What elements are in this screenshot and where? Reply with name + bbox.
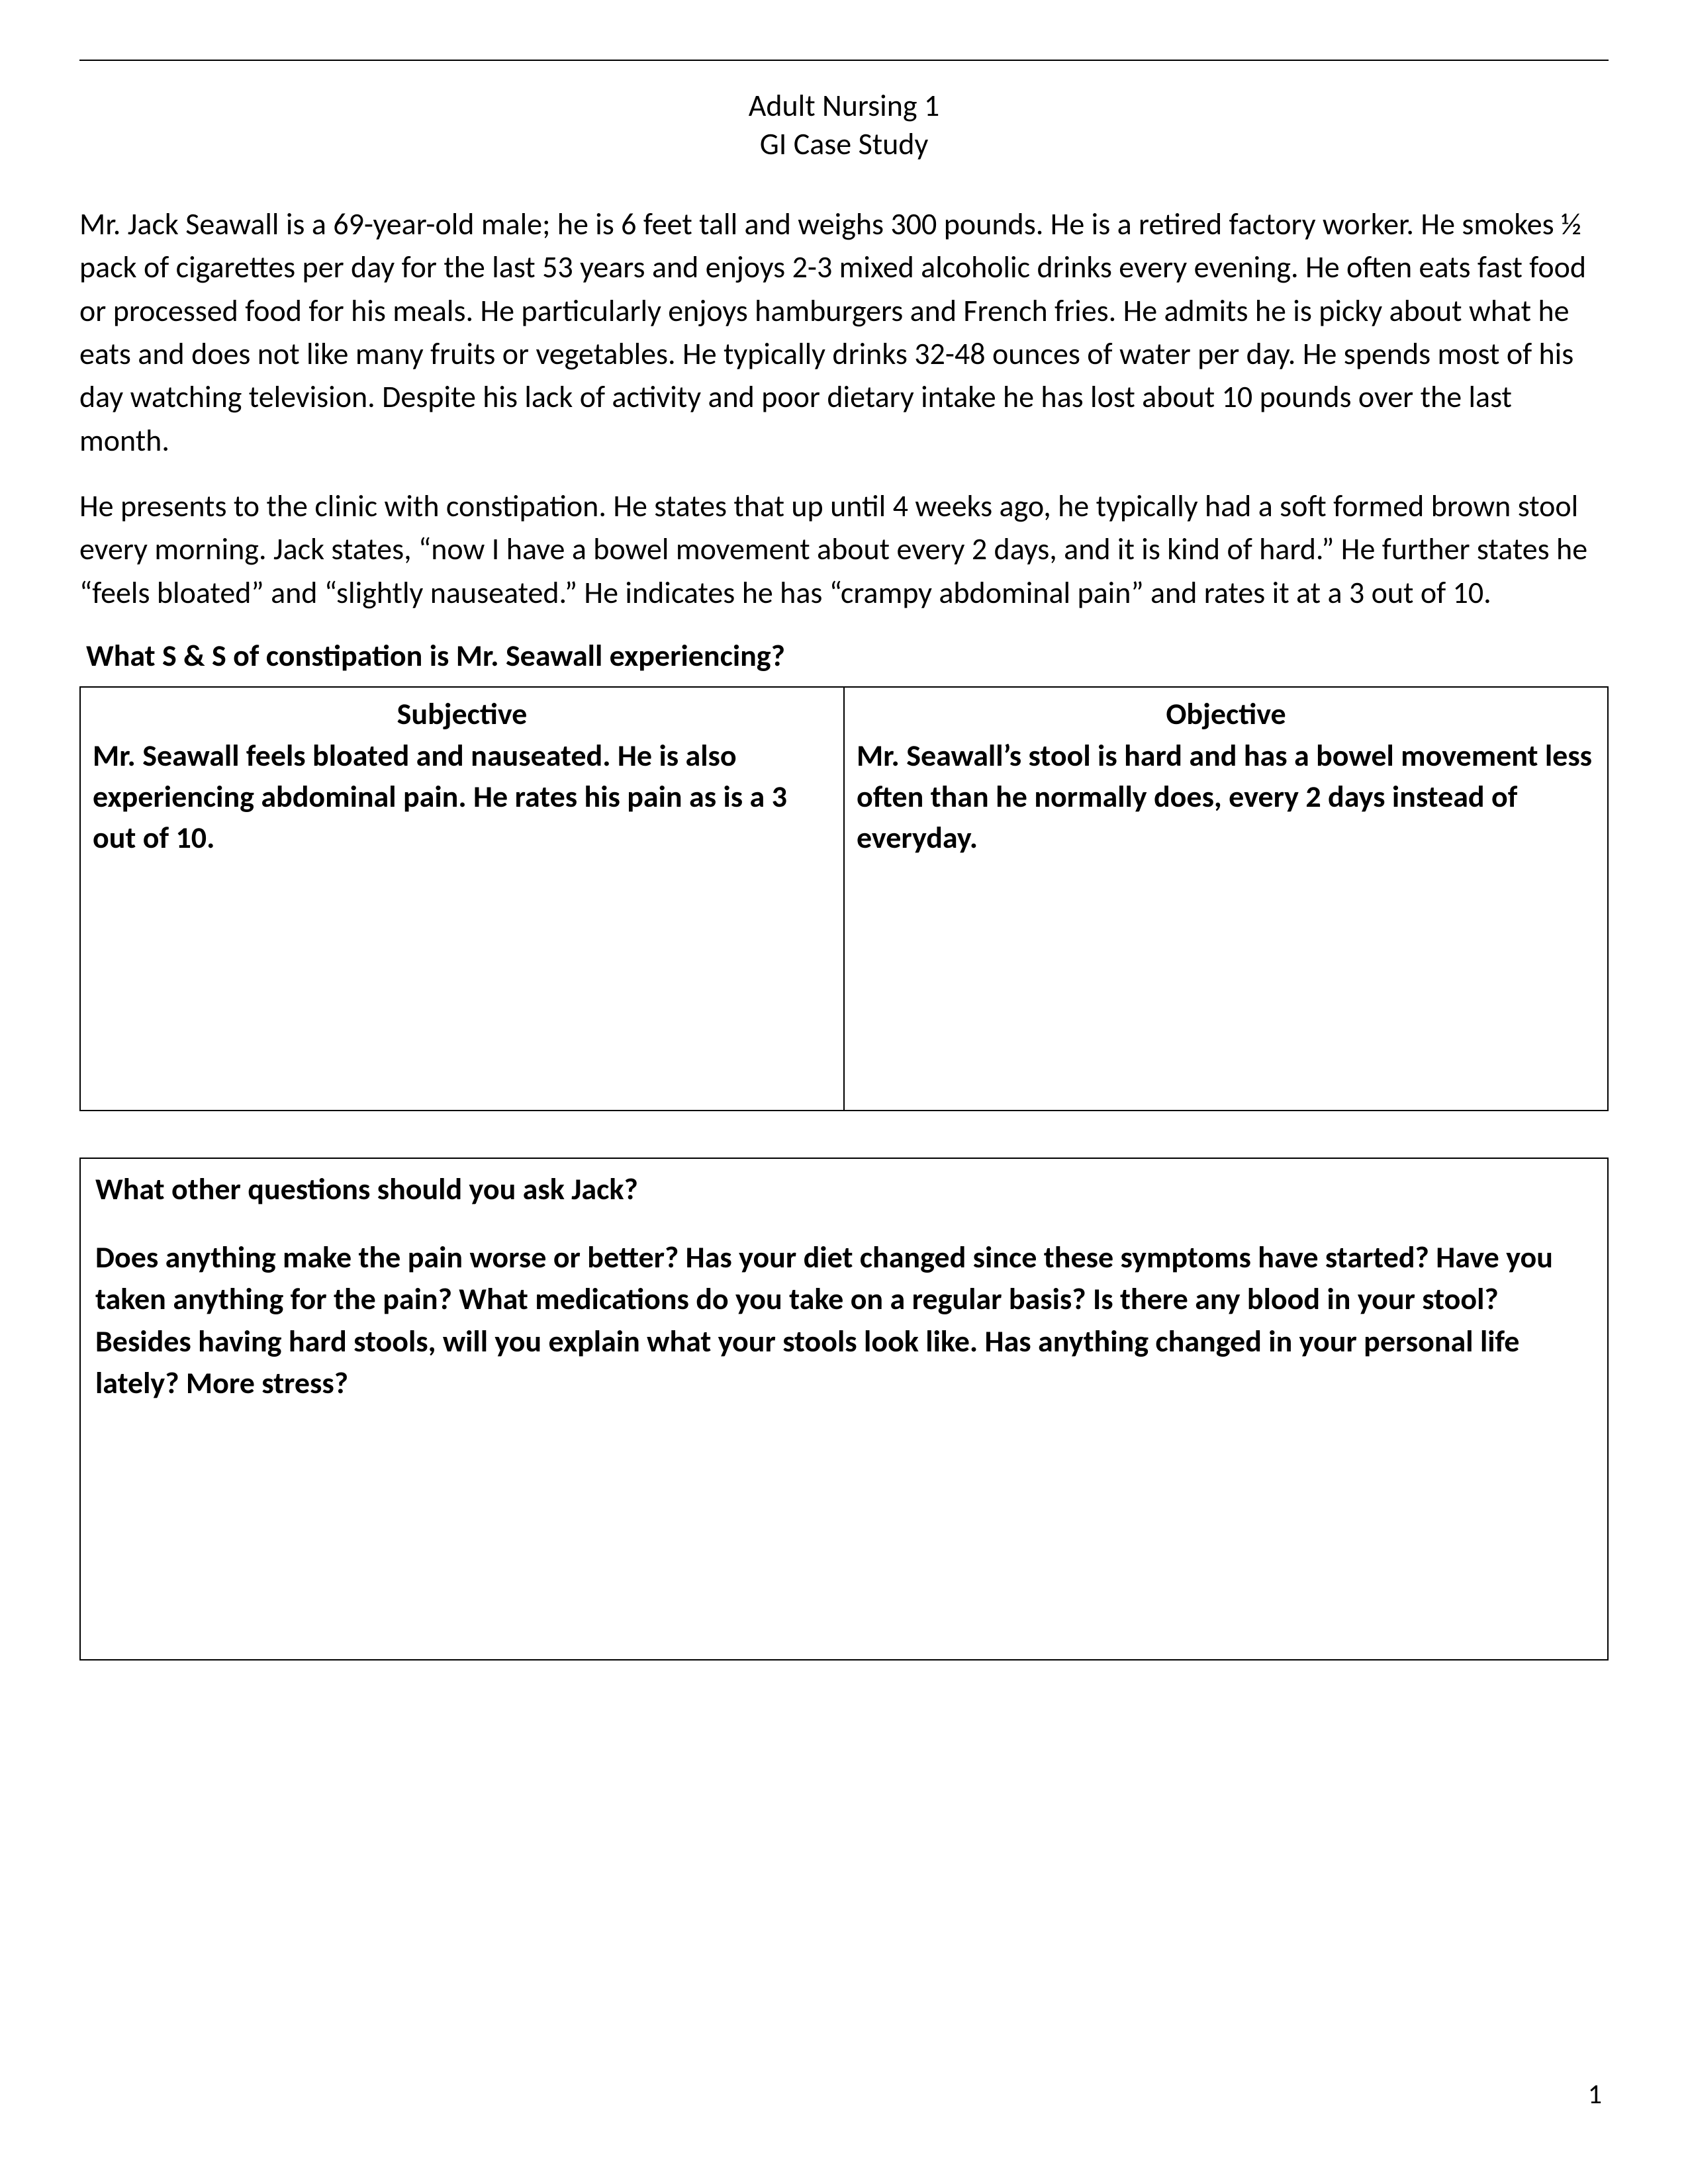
- page-number: 1: [1588, 2077, 1602, 2111]
- subjective-objective-table: Subjective Mr. Seawall feels bloated and…: [79, 686, 1609, 1111]
- column-header-subjective: Subjective: [93, 696, 831, 733]
- subjective-content: Mr. Seawall feels bloated and nauseated.…: [93, 735, 831, 858]
- top-horizontal-rule: [79, 60, 1609, 61]
- header-line-2: GI Case Study: [79, 126, 1609, 164]
- questions-box: What other questions should you ask Jack…: [79, 1158, 1609, 1661]
- table-row: Subjective Mr. Seawall feels bloated and…: [80, 687, 1608, 1111]
- subjective-cell: Subjective Mr. Seawall feels bloated and…: [80, 687, 844, 1111]
- objective-content: Mr. Seawall’s stool is hard and has a bo…: [857, 735, 1595, 858]
- paragraph-2: He presents to the clinic with constipat…: [79, 485, 1609, 615]
- box2-answer: Does anything make the pain worse or bet…: [95, 1237, 1593, 1405]
- objective-cell: Objective Mr. Seawall’s stool is hard an…: [844, 687, 1608, 1111]
- column-header-objective: Objective: [857, 696, 1595, 733]
- box2-question: What other questions should you ask Jack…: [95, 1171, 1593, 1208]
- header-line-1: Adult Nursing 1: [79, 87, 1609, 126]
- question-1: What S & S of constipation is Mr. Seawal…: [86, 637, 1609, 674]
- document-header: Adult Nursing 1 GI Case Study: [79, 87, 1609, 163]
- document-page: Adult Nursing 1 GI Case Study Mr. Jack S…: [0, 0, 1688, 2184]
- paragraph-1: Mr. Jack Seawall is a 69-year-old male; …: [79, 203, 1609, 463]
